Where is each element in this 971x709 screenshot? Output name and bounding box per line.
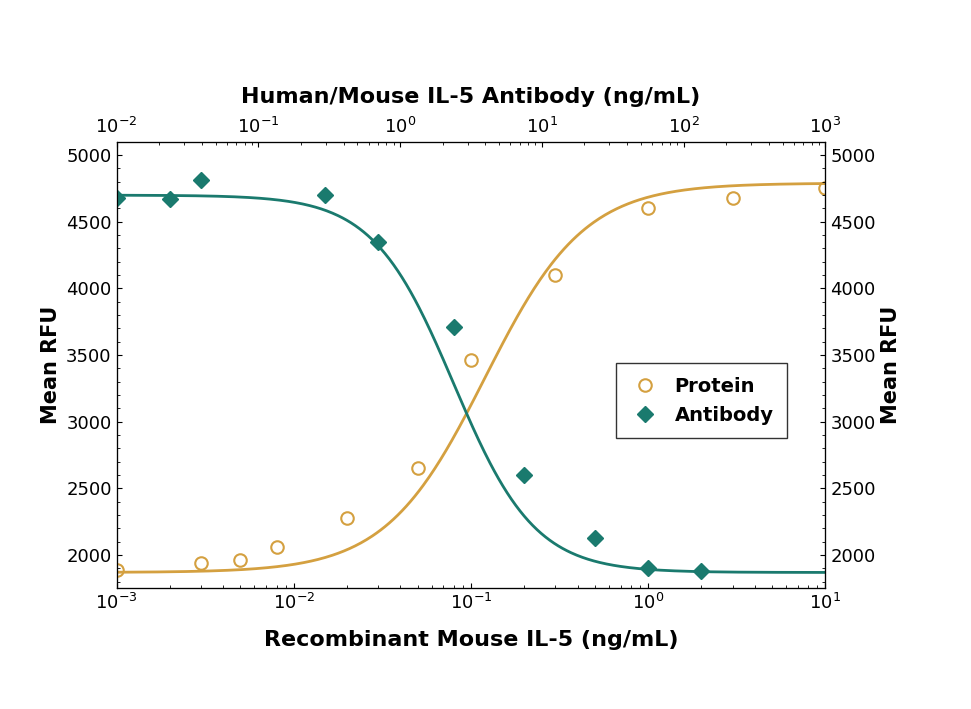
Antibody	[695, 567, 707, 576]
Antibody	[111, 194, 122, 202]
Antibody	[519, 471, 530, 479]
Protein	[465, 356, 477, 364]
Protein	[550, 271, 561, 279]
Protein	[271, 543, 283, 552]
Protein	[727, 194, 739, 202]
Protein	[195, 559, 207, 567]
Line: Antibody: Antibody	[111, 175, 707, 576]
Protein	[341, 513, 352, 522]
Antibody	[164, 195, 176, 203]
Protein	[820, 184, 831, 193]
Protein	[235, 557, 247, 565]
Antibody	[589, 534, 601, 542]
Antibody	[195, 177, 207, 185]
Antibody	[642, 564, 653, 573]
Antibody	[448, 323, 459, 331]
Y-axis label: Mean RFU: Mean RFU	[41, 306, 60, 424]
Antibody	[373, 238, 385, 246]
Antibody	[319, 191, 331, 199]
Legend: Protein, Antibody: Protein, Antibody	[617, 364, 787, 438]
Line: Protein: Protein	[111, 182, 831, 576]
Y-axis label: Mean RFU: Mean RFU	[882, 306, 901, 424]
X-axis label: Recombinant Mouse IL-5 (ng/mL): Recombinant Mouse IL-5 (ng/mL)	[264, 630, 678, 650]
Protein	[412, 464, 423, 473]
Protein	[111, 566, 122, 574]
Protein	[642, 204, 653, 213]
X-axis label: Human/Mouse IL-5 Antibody (ng/mL): Human/Mouse IL-5 Antibody (ng/mL)	[242, 87, 700, 107]
